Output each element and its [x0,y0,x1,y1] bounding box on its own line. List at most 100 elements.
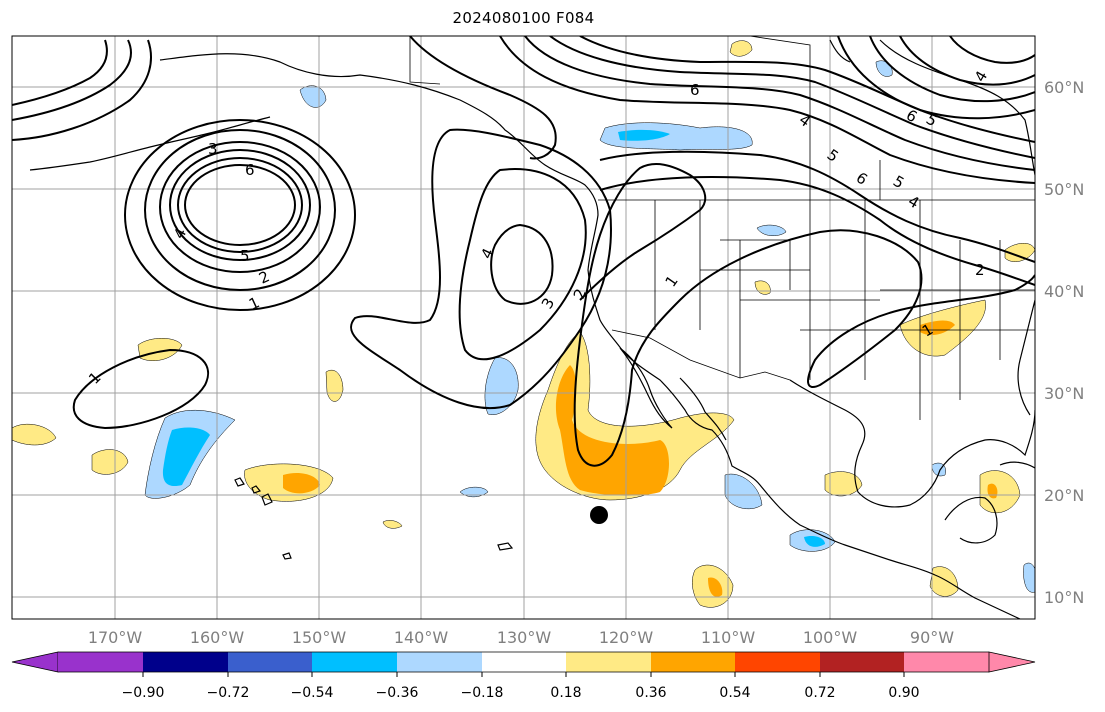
canada-provinces [749,36,881,200]
lon-label: 170°W [88,628,143,647]
lon-label: 160°W [190,628,245,647]
contour-line [899,36,1035,86]
colorbar-tick-label: −0.90 [122,685,165,701]
colorbar-tick-label: 0.54 [719,685,750,701]
east-coastline [1017,299,1035,416]
colorbar-segment [58,652,144,672]
baja-coastline [619,347,673,429]
contour-label: 2 [975,261,985,279]
colorbar-segment [397,652,483,672]
colorbar-ticks [142,672,905,677]
positive-anomaly-core [283,473,320,494]
negative-anomaly-core [618,129,670,141]
contour-line [579,36,1035,143]
lat-label: 50°N [1044,180,1084,199]
negative-anomaly-region [459,486,489,498]
contour-line [144,129,336,291]
colorbar-tick-label: −0.18 [461,685,504,701]
lon-label: 90°W [910,628,954,647]
longitude-labels: 170°W 160°W 150°W 140°W 130°W 120°W 110°… [88,628,954,647]
colorbar-segment [228,652,314,672]
map-frame [11,35,1036,620]
contour-line [599,176,1035,286]
yucatan-coastline [944,496,998,544]
map-title: 2024080100 F084 [452,9,595,27]
hawaii-coastline [261,493,273,506]
hudson-coastline [829,39,851,63]
contour-line [549,36,1035,159]
lon-label: 110°W [701,628,756,647]
colorbar-segment [735,652,821,672]
contour-line [499,36,1035,184]
contour-line [12,39,132,121]
colorbar-segment [566,652,652,672]
contour-label: 5 [240,247,250,265]
negative-anomaly-region [756,224,787,236]
contour-line [837,36,1035,120]
colorbar-segment [143,652,229,672]
lat-label: 60°N [1044,78,1084,97]
lon-label: 140°W [394,628,449,647]
lat-label: 10°N [1044,588,1084,607]
positive-anomaly-region [12,423,57,446]
lon-label: 120°W [599,628,654,647]
colorbar-tick-label: 0.90 [888,685,919,701]
contour-line [177,157,303,253]
positive-anomaly-core [555,365,669,496]
colorbar: −0.90 −0.72 −0.54 −0.36 −0.18 0.18 0.36 … [11,651,1036,701]
contour-line [12,39,108,106]
contour-line [524,36,1035,171]
contour-label: 6 [245,161,255,179]
colorbar-segment [482,652,568,672]
contour-line [72,348,210,430]
contour-label: 6 [690,81,700,99]
gulf-of-mexico-coastline [789,379,1035,508]
hawaii-coastline [234,477,245,487]
positive-anomaly-region [824,471,863,497]
coastlines [29,39,1035,619]
contour-lines [12,36,1035,467]
contour-line [409,36,557,160]
colorbar-tick-label: 0.72 [804,685,835,701]
negative-anomaly-region [484,357,519,415]
contour-line [169,149,311,261]
colorbar-tick-label: −0.72 [207,685,250,701]
contour-label: 3 [208,140,218,158]
contour-line [184,164,296,246]
contour-line [599,150,1035,263]
hawaii-coastline [251,485,262,494]
colorbar-segment [904,652,990,672]
gulf-of-california-coast [679,377,727,441]
negative-anomaly-region [724,473,763,510]
shaded-anomalies [12,40,1035,608]
positive-anomaly-core [920,320,955,336]
colorbar-segment [820,652,906,672]
contour-line [350,128,612,409]
colorbar-over-arrow [988,651,1036,673]
contour-line [159,141,321,273]
colorbar-tick-label: 0.36 [635,685,666,701]
contour-line [490,223,554,305]
colorbar-under-arrow [11,651,59,673]
colorbar-segment [312,652,398,672]
colorbar-tick-label: −0.54 [291,685,334,701]
contour-labels: 1 2 3 4 5 6 1 2 3 4 1 1 2 4 5 6 4 6 5 4 [85,68,991,388]
positive-anomaly-region [382,520,403,529]
negative-anomaly-core [804,535,825,547]
positive-anomaly-region [137,338,183,361]
lon-label: 100°W [803,628,858,647]
positive-anomaly-region [325,369,344,402]
lon-label: 150°W [292,628,347,647]
aleutian-coastline [29,116,271,171]
canada-east-coastline [879,39,1035,176]
positive-anomaly-region [929,566,959,597]
lon-label: 130°W [497,628,552,647]
contour-line [949,36,1035,64]
contour-line [869,36,1035,103]
map-panel: 1 2 3 4 5 6 1 2 3 4 1 1 2 4 5 6 4 6 5 4 [11,35,1036,620]
alaska-border [409,36,441,85]
us-mexico-border [611,329,791,381]
positive-anomaly-region [729,40,753,57]
lat-label: 40°N [1044,282,1084,301]
contour-line [573,163,1035,467]
